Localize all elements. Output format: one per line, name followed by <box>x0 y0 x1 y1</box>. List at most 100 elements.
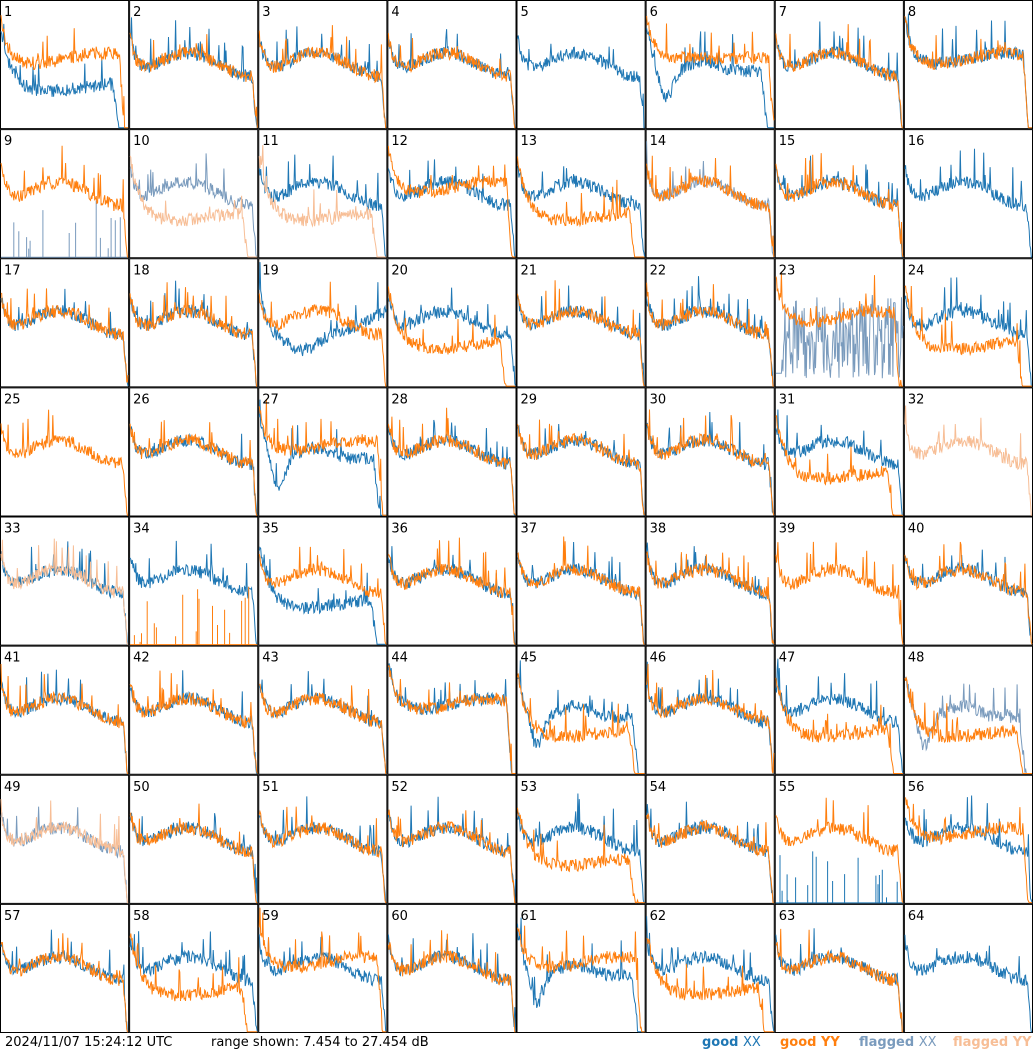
series-yy-line <box>517 673 645 774</box>
panel-42: 42 <box>129 645 259 775</box>
panel-51: 51 <box>258 774 388 904</box>
panel-label: 63 <box>779 909 796 924</box>
series-yy-line <box>258 398 387 516</box>
series-yy-line <box>387 145 516 258</box>
footer-bar: 2024/11/07 15:24:12 UTC range shown: 7.4… <box>0 1033 1033 1053</box>
legend-flagged-yy-word: flagged <box>953 1035 1009 1050</box>
panel-label: 15 <box>779 134 796 149</box>
panel-24: 24 <box>903 258 1033 388</box>
range-label: range shown: 7.454 to 27.454 dB <box>211 1035 429 1050</box>
series-yy-line <box>775 928 903 1033</box>
series-xx-line <box>258 262 387 357</box>
panel-label: 3 <box>262 5 270 20</box>
panel-34: 34 <box>129 516 259 646</box>
series-xx-line <box>517 166 646 258</box>
panel-label: 1 <box>4 5 12 20</box>
series-yy-line <box>258 145 387 258</box>
panel-label: 49 <box>4 780 21 795</box>
panel-label: 32 <box>908 392 925 407</box>
panel-label: 52 <box>391 780 408 795</box>
panel-43: 43 <box>258 645 388 775</box>
panel-label: 39 <box>779 522 796 537</box>
series-xx-line <box>129 153 258 258</box>
series-yy-line <box>258 25 387 129</box>
series-yy-line <box>387 537 516 645</box>
panel-label: 9 <box>4 134 12 149</box>
panel-label: 19 <box>262 263 279 278</box>
panel-label: 5 <box>521 5 529 20</box>
panel-label: 59 <box>262 909 279 924</box>
panel-37: 37 <box>516 516 646 646</box>
series-yy-line <box>646 937 774 1033</box>
panel-label: 18 <box>133 263 150 278</box>
panel-47: 47 <box>774 645 904 775</box>
panel-frame <box>903 0 1033 130</box>
series-yy-line <box>0 145 129 258</box>
panel-label: 26 <box>133 392 150 407</box>
range-prefix: range shown: <box>211 1035 300 1050</box>
panel-frame <box>0 129 130 259</box>
series-yy-line <box>646 155 775 258</box>
panel-label: 54 <box>650 780 667 795</box>
panel-23: 23 <box>774 258 904 388</box>
panel-frame <box>387 645 517 775</box>
series-yy-line <box>904 285 1032 387</box>
panel-32: 32 <box>903 387 1033 517</box>
series-xx-line <box>775 21 903 129</box>
series-xx-line <box>0 929 129 1033</box>
panel-13: 13 <box>516 129 646 259</box>
panel-55: 55 <box>774 774 904 904</box>
panel-label: 30 <box>650 392 667 407</box>
panel-15: 15 <box>774 129 904 259</box>
series-yy-line <box>775 677 903 774</box>
panel-frame <box>774 387 904 517</box>
panel-label: 38 <box>650 522 667 537</box>
series-yy-line <box>0 663 129 774</box>
series-xx-line <box>904 148 1032 258</box>
panel-label: 44 <box>391 651 408 666</box>
series-yy-line <box>129 670 258 774</box>
series-yy-line <box>387 665 516 774</box>
panel-59: 59 <box>258 903 388 1033</box>
panel-50: 50 <box>129 774 259 904</box>
panel-frame <box>387 258 517 388</box>
series-xx-line <box>517 793 645 904</box>
panel-58: 58 <box>129 903 259 1033</box>
legend-flagged-xx-pol: XX <box>918 1035 937 1050</box>
panel-35: 35 <box>258 516 388 646</box>
series-yy-line <box>129 282 258 387</box>
panel-2: 2 <box>129 0 259 130</box>
panel-label: 48 <box>908 651 925 666</box>
panel-label: 27 <box>262 392 279 407</box>
panel-frame <box>903 903 1033 1033</box>
panel-16: 16 <box>903 129 1033 259</box>
series-yy-line <box>904 797 1032 904</box>
series-yy-line <box>129 155 258 258</box>
series-yy-line <box>0 15 129 129</box>
series-xx-line <box>129 931 258 1032</box>
panel-12: 12 <box>387 129 517 259</box>
series-yy-line <box>646 663 775 774</box>
panel-6: 6 <box>645 0 775 130</box>
series-xx-line <box>517 35 645 129</box>
panel-61: 61 <box>516 903 646 1033</box>
series-yy-line <box>0 288 129 383</box>
series-yy-line <box>904 16 1032 129</box>
series-yy-line <box>646 15 775 121</box>
panel-25: 25 <box>0 387 130 517</box>
panel-frame <box>516 0 646 130</box>
series-yy-line <box>775 541 904 645</box>
panel-1: 1 <box>0 0 130 130</box>
panel-56: 56 <box>903 774 1033 904</box>
series-xx-line <box>129 812 258 903</box>
series-xx-line <box>258 546 387 645</box>
panel-26: 26 <box>129 387 259 517</box>
series-yy-line <box>387 930 516 1033</box>
series-yy-line <box>130 586 258 646</box>
series-yy-line <box>129 933 258 1033</box>
series-yy-line <box>517 536 645 645</box>
panel-41: 41 <box>0 645 130 775</box>
panel-label: 12 <box>391 134 408 149</box>
panel-label: 47 <box>779 651 796 666</box>
panel-label: 21 <box>521 263 538 278</box>
